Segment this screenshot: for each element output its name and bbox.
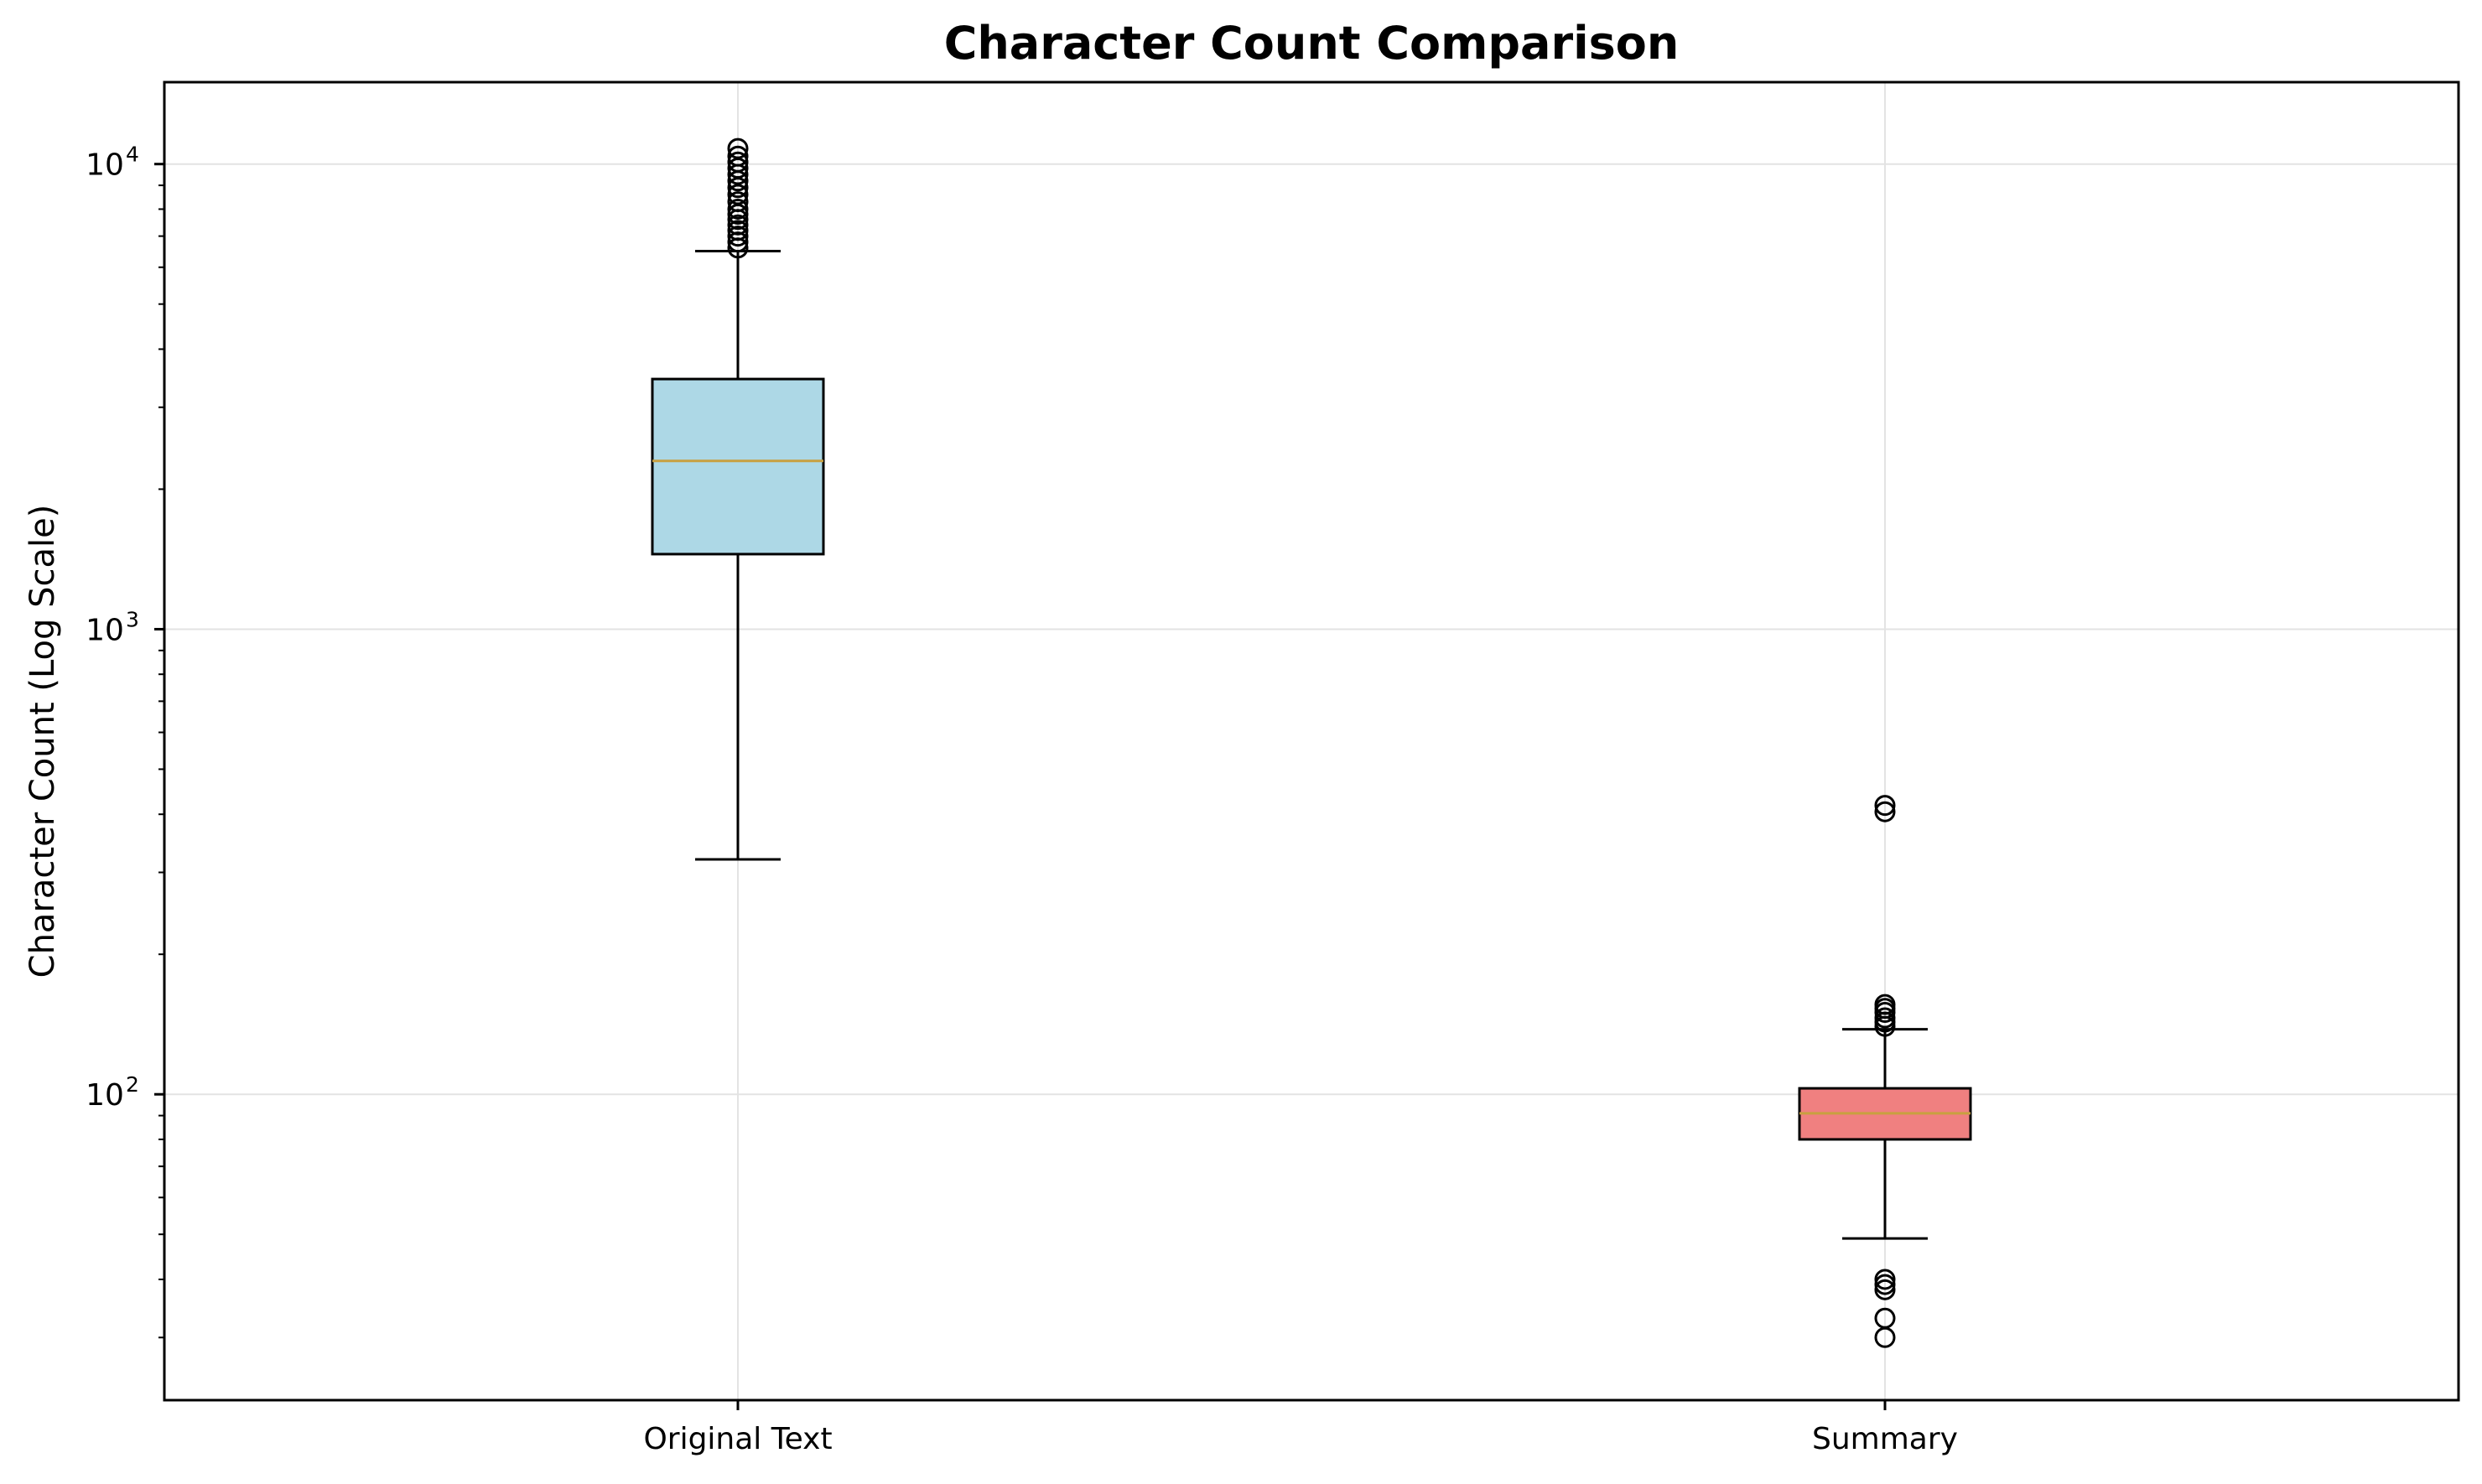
outlier-point (727, 231, 749, 253)
outlier-point (727, 220, 749, 241)
axes-layer: 102 103 104 Original Text Summary (86, 80, 2460, 1456)
outlier-point (1874, 994, 1896, 1015)
x-tick-label: Summary (1812, 1422, 1958, 1456)
box-group (651, 138, 825, 861)
boxes-layer (651, 138, 1972, 1348)
outlier-point (1874, 1307, 1896, 1329)
box-group (1798, 795, 1972, 1348)
y-tick-label: 103 (86, 607, 139, 647)
outlier-point (727, 184, 749, 205)
outlier-point (1874, 795, 1896, 817)
outlier-point (1874, 1279, 1896, 1300)
outlier-point (727, 138, 749, 159)
outlier-point (1874, 1274, 1896, 1295)
chart-title: Character Count Comparison (944, 17, 1680, 70)
outlier-point (727, 191, 749, 213)
outlier-point (1874, 1007, 1896, 1029)
outlier-point (727, 151, 749, 173)
outlier-point (1874, 801, 1896, 822)
outlier-point (727, 204, 749, 226)
y-tick-label: 104 (86, 143, 139, 183)
iqr-box (651, 377, 825, 556)
outlier-point (1874, 1269, 1896, 1290)
y-axis-label: Character Count (Log Scale) (23, 505, 62, 978)
outlier-point (727, 226, 749, 247)
y-tick-label: 102 (86, 1072, 139, 1113)
outlier-point (727, 145, 749, 167)
outlier-point (727, 214, 749, 236)
outlier-point (727, 198, 749, 220)
plot-frame (163, 80, 2460, 1402)
x-tick-label: Original Text (643, 1422, 832, 1456)
